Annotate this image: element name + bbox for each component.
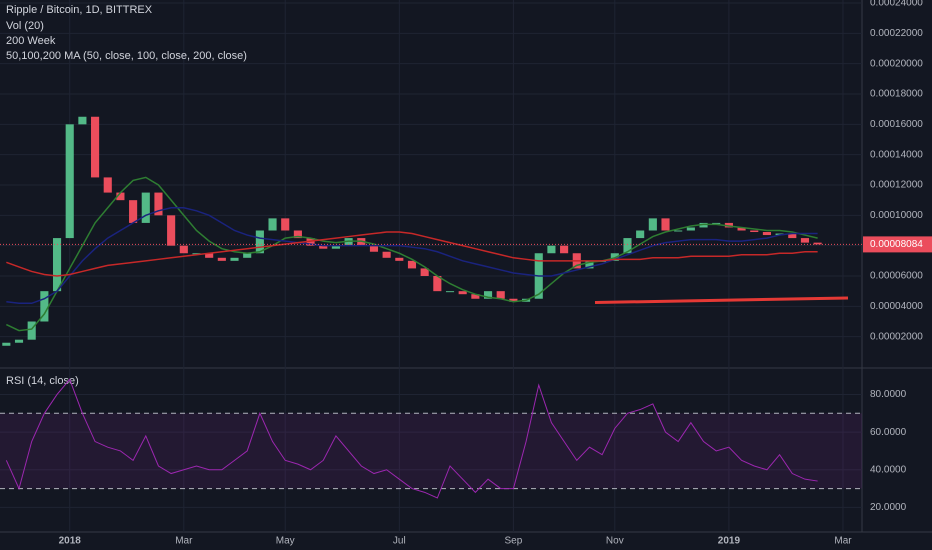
last-price-label: 0.00008084 bbox=[870, 239, 923, 250]
candle bbox=[27, 321, 36, 340]
candle bbox=[192, 253, 201, 255]
candle bbox=[344, 238, 353, 246]
candle bbox=[217, 257, 226, 261]
candle bbox=[331, 245, 340, 249]
candle bbox=[458, 291, 467, 295]
candle bbox=[154, 192, 163, 216]
last-price-box bbox=[863, 236, 932, 253]
candle bbox=[319, 245, 328, 249]
y-tick-label: 0.00004000 bbox=[870, 301, 923, 312]
candle bbox=[407, 260, 417, 269]
candle bbox=[167, 215, 176, 246]
y-tick-label: 20.0000 bbox=[870, 502, 907, 513]
candle bbox=[129, 200, 138, 223]
x-tick-label: Mar bbox=[175, 536, 193, 547]
rsi-title: RSI (14, close) bbox=[6, 375, 79, 387]
candle bbox=[268, 218, 277, 231]
candle bbox=[547, 245, 556, 254]
y-tick-label: 40.0000 bbox=[870, 464, 907, 475]
candle bbox=[281, 218, 290, 231]
candle bbox=[750, 230, 759, 233]
candle bbox=[509, 298, 518, 302]
y-tick-label: 0.00012000 bbox=[870, 180, 923, 191]
candle bbox=[382, 251, 391, 258]
y-tick-label: 0.00002000 bbox=[870, 331, 923, 342]
candle bbox=[103, 177, 112, 193]
candle bbox=[369, 245, 379, 252]
candle bbox=[661, 218, 670, 231]
candle bbox=[800, 238, 810, 243]
candle bbox=[762, 232, 771, 236]
candle bbox=[712, 222, 721, 224]
x-tick-label: Mar bbox=[834, 536, 852, 547]
trend-line bbox=[594, 296, 849, 305]
candle bbox=[293, 230, 302, 239]
candle bbox=[560, 245, 569, 254]
indicator-label: Vol (20) bbox=[6, 20, 44, 32]
x-tick-label: 2019 bbox=[718, 536, 741, 547]
candle bbox=[91, 116, 100, 178]
candle bbox=[78, 116, 87, 125]
candle bbox=[40, 291, 49, 322]
candle bbox=[141, 192, 150, 223]
y-tick-label: 80.0000 bbox=[870, 389, 907, 400]
candle bbox=[737, 227, 746, 231]
candle bbox=[483, 291, 493, 299]
x-tick-label: Nov bbox=[606, 536, 624, 547]
candle bbox=[179, 245, 188, 254]
rsi-band bbox=[0, 413, 862, 489]
y-tick-label: 0.00014000 bbox=[870, 149, 923, 160]
candle bbox=[585, 260, 594, 269]
moving-average bbox=[6, 207, 818, 305]
rsi-line bbox=[5, 378, 818, 499]
x-tick-label: Jul bbox=[393, 536, 406, 547]
candle bbox=[813, 242, 822, 245]
candle bbox=[445, 291, 455, 293]
candle bbox=[433, 276, 442, 292]
candle bbox=[52, 238, 62, 292]
y-tick-label: 60.0000 bbox=[870, 427, 907, 438]
y-tick-label: 0.00024000 bbox=[870, 0, 923, 9]
x-tick-label: May bbox=[276, 536, 295, 547]
candle bbox=[14, 339, 24, 343]
candle bbox=[116, 192, 125, 201]
y-tick-label: 0.00006000 bbox=[870, 271, 923, 282]
indicator-label: 200 Week bbox=[6, 35, 56, 47]
candle bbox=[2, 342, 11, 346]
candle bbox=[205, 253, 214, 258]
y-tick-label: 0.00020000 bbox=[870, 58, 923, 69]
candle bbox=[636, 230, 645, 239]
moving-average bbox=[6, 231, 818, 277]
candle bbox=[306, 238, 315, 246]
candle bbox=[65, 124, 74, 239]
x-tick-label: Sep bbox=[504, 536, 522, 547]
y-tick-label: 0.00022000 bbox=[870, 28, 923, 39]
moving-average bbox=[6, 176, 818, 332]
candle bbox=[230, 257, 239, 261]
chart-title: Ripple / Bitcoin, 1D, BITTREX bbox=[6, 4, 153, 16]
candle bbox=[420, 268, 429, 276]
candle bbox=[395, 257, 404, 261]
candle bbox=[623, 238, 632, 254]
y-tick-label: 0.00018000 bbox=[870, 89, 923, 100]
candle bbox=[496, 291, 505, 299]
y-tick-label: 0.00016000 bbox=[870, 119, 923, 130]
candle bbox=[255, 230, 264, 254]
candle bbox=[648, 218, 657, 231]
candle bbox=[686, 227, 695, 231]
candle bbox=[788, 233, 797, 239]
candle bbox=[775, 233, 784, 236]
candle bbox=[699, 222, 708, 228]
candle bbox=[243, 253, 252, 258]
candle bbox=[724, 222, 733, 228]
x-tick-label: 2018 bbox=[59, 536, 82, 547]
indicator-label: 50,100,200 MA (50, close, 100, close, 20… bbox=[6, 50, 247, 62]
candle bbox=[674, 230, 683, 232]
candle bbox=[471, 294, 480, 299]
y-tick-label: 0.00010000 bbox=[870, 210, 923, 221]
